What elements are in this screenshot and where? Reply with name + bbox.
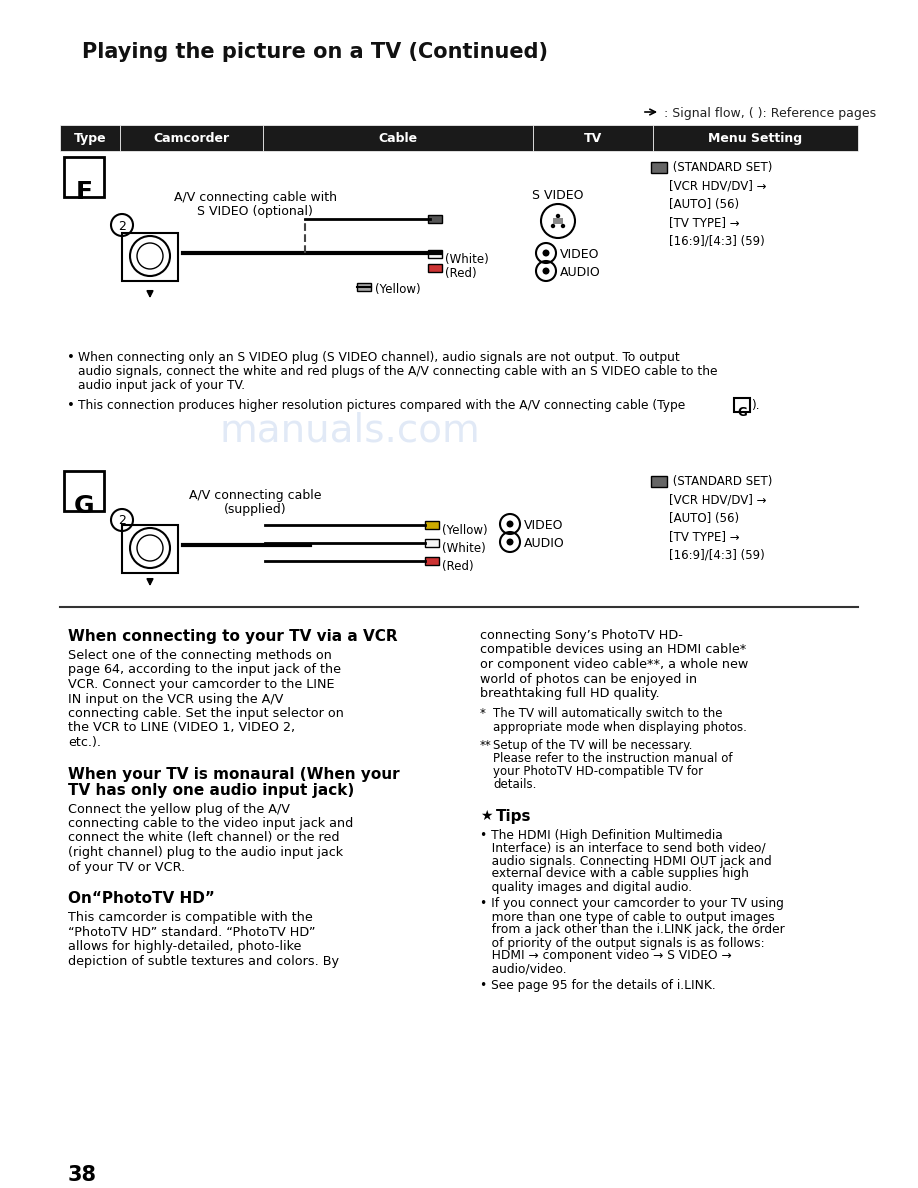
Text: from a jack other than the i.LINK jack, the order: from a jack other than the i.LINK jack, … xyxy=(480,923,785,936)
Text: : Signal flow, ( ): Reference pages: : Signal flow, ( ): Reference pages xyxy=(664,107,876,120)
Text: compatible devices using an HDMI cable*: compatible devices using an HDMI cable* xyxy=(480,644,746,657)
Text: This connection produces higher resolution pictures compared with the A/V connec: This connection produces higher resoluti… xyxy=(78,399,689,412)
Text: • See page 95 for the details of i.LINK.: • See page 95 for the details of i.LINK. xyxy=(480,979,716,992)
Text: Type: Type xyxy=(73,132,106,145)
Bar xyxy=(428,215,442,223)
Text: AUDIO: AUDIO xyxy=(560,266,600,279)
Text: The TV will automatically switch to the: The TV will automatically switch to the xyxy=(493,708,722,720)
Text: (right channel) plug to the audio input jack: (right channel) plug to the audio input … xyxy=(68,846,343,859)
Text: • If you connect your camcorder to your TV using: • If you connect your camcorder to your … xyxy=(480,897,784,910)
Text: • The HDMI (High Definition Multimedia: • The HDMI (High Definition Multimedia xyxy=(480,828,722,841)
FancyBboxPatch shape xyxy=(64,157,104,197)
Text: external device with a cable supplies high: external device with a cable supplies hi… xyxy=(480,867,749,880)
Text: On“PhotoTV HD”: On“PhotoTV HD” xyxy=(68,891,215,906)
Text: VIDEO: VIDEO xyxy=(560,248,599,261)
Text: Playing the picture on a TV (Continued): Playing the picture on a TV (Continued) xyxy=(82,42,548,62)
Text: Please refer to the instruction manual of: Please refer to the instruction manual o… xyxy=(493,752,733,765)
Bar xyxy=(553,219,563,225)
Bar xyxy=(357,283,371,291)
Circle shape xyxy=(543,267,550,274)
Text: of your TV or VCR.: of your TV or VCR. xyxy=(68,860,185,873)
Text: details.: details. xyxy=(493,777,536,790)
Text: connect the white (left channel) or the red: connect the white (left channel) or the … xyxy=(68,832,340,845)
Text: audio input jack of your TV.: audio input jack of your TV. xyxy=(78,379,245,392)
Text: TV has only one audio input jack): TV has only one audio input jack) xyxy=(68,783,354,797)
Text: A/V connecting cable with: A/V connecting cable with xyxy=(174,191,337,204)
Text: When connecting only an S VIDEO plug (S VIDEO channel), audio signals are not ou: When connecting only an S VIDEO plug (S … xyxy=(78,350,679,364)
Text: *: * xyxy=(480,708,486,720)
Text: G: G xyxy=(737,406,747,419)
Text: Interface) is an interface to send both video/: Interface) is an interface to send both … xyxy=(480,841,766,854)
Text: (supplied): (supplied) xyxy=(224,503,286,516)
Text: allows for highly-detailed, photo-like: allows for highly-detailed, photo-like xyxy=(68,940,301,953)
Text: (STANDARD SET)
[VCR HDV/DV] →
[AUTO] (56)
[TV TYPE] →
[16:9]/[4:3] (59): (STANDARD SET) [VCR HDV/DV] → [AUTO] (56… xyxy=(669,475,772,562)
Bar xyxy=(428,264,442,272)
Text: Select one of the connecting methods on: Select one of the connecting methods on xyxy=(68,649,332,662)
Text: A/V connecting cable: A/V connecting cable xyxy=(189,489,321,503)
Bar xyxy=(263,125,533,151)
Bar xyxy=(533,125,653,151)
Bar xyxy=(651,162,667,173)
Text: When connecting to your TV via a VCR: When connecting to your TV via a VCR xyxy=(68,628,397,644)
Text: of priority of the output signals is as follows:: of priority of the output signals is as … xyxy=(480,936,765,949)
Bar xyxy=(425,557,439,565)
Text: Tips: Tips xyxy=(496,809,532,823)
Text: breathtaking full HD quality.: breathtaking full HD quality. xyxy=(480,687,660,700)
Text: (White): (White) xyxy=(442,542,486,555)
Text: S VIDEO (optional): S VIDEO (optional) xyxy=(197,206,313,219)
Text: TV: TV xyxy=(584,132,602,145)
Text: more than one type of cable to output images: more than one type of cable to output im… xyxy=(480,910,775,923)
Bar xyxy=(122,525,178,573)
Text: F: F xyxy=(75,181,93,204)
Text: VCR. Connect your camcorder to the LINE: VCR. Connect your camcorder to the LINE xyxy=(68,678,334,691)
Text: AUDIO: AUDIO xyxy=(524,537,565,550)
Bar xyxy=(120,125,263,151)
Text: 2: 2 xyxy=(118,220,126,233)
Text: When your TV is monaural (When your: When your TV is monaural (When your xyxy=(68,766,399,782)
Text: audio signals. Connecting HDMI OUT jack and: audio signals. Connecting HDMI OUT jack … xyxy=(480,854,772,867)
Bar xyxy=(425,522,439,529)
Text: “PhotoTV HD” standard. “PhotoTV HD”: “PhotoTV HD” standard. “PhotoTV HD” xyxy=(68,925,316,939)
Text: Camcorder: Camcorder xyxy=(153,132,230,145)
Text: Cable: Cable xyxy=(378,132,418,145)
Bar xyxy=(425,539,439,546)
Text: 2: 2 xyxy=(118,514,126,527)
Text: (White): (White) xyxy=(445,253,488,266)
Text: Connect the yellow plug of the A/V: Connect the yellow plug of the A/V xyxy=(68,803,290,815)
FancyBboxPatch shape xyxy=(64,470,104,511)
Text: Menu Setting: Menu Setting xyxy=(709,132,802,145)
Text: depiction of subtle textures and colors. By: depiction of subtle textures and colors.… xyxy=(68,954,339,967)
Text: VIDEO: VIDEO xyxy=(524,519,564,532)
Text: connecting cable. Set the input selector on: connecting cable. Set the input selector… xyxy=(68,707,344,720)
Bar xyxy=(653,125,858,151)
Text: 38: 38 xyxy=(68,1165,97,1184)
Text: •: • xyxy=(67,350,75,364)
Text: This camcorder is compatible with the: This camcorder is compatible with the xyxy=(68,911,313,924)
Text: your PhotoTV HD-compatible TV for: your PhotoTV HD-compatible TV for xyxy=(493,765,703,777)
Circle shape xyxy=(543,249,550,257)
Circle shape xyxy=(551,223,555,228)
Circle shape xyxy=(507,538,513,545)
Text: appropriate mode when displaying photos.: appropriate mode when displaying photos. xyxy=(493,721,747,734)
Text: quality images and digital audio.: quality images and digital audio. xyxy=(480,880,692,893)
FancyBboxPatch shape xyxy=(734,398,750,412)
Bar xyxy=(428,249,442,258)
Text: audio signals, connect the white and red plugs of the A/V connecting cable with : audio signals, connect the white and red… xyxy=(78,365,718,378)
Text: connecting cable to the video input jack and: connecting cable to the video input jack… xyxy=(68,817,353,830)
Text: (STANDARD SET)
[VCR HDV/DV] →
[AUTO] (56)
[TV TYPE] →
[16:9]/[4:3] (59): (STANDARD SET) [VCR HDV/DV] → [AUTO] (56… xyxy=(669,162,772,248)
Text: (Yellow): (Yellow) xyxy=(442,524,487,537)
Text: world of photos can be enjoyed in: world of photos can be enjoyed in xyxy=(480,672,697,685)
Text: (Red): (Red) xyxy=(442,560,474,573)
Circle shape xyxy=(561,223,565,228)
Text: (Red): (Red) xyxy=(445,267,476,280)
Text: **: ** xyxy=(480,739,492,752)
Bar xyxy=(60,125,120,151)
Circle shape xyxy=(507,520,513,527)
Text: Setup of the TV will be necessary.: Setup of the TV will be necessary. xyxy=(493,739,692,752)
Text: ).: ). xyxy=(751,399,759,412)
Text: audio/video.: audio/video. xyxy=(480,962,566,975)
Text: G: G xyxy=(73,494,95,518)
Circle shape xyxy=(555,214,560,219)
Text: HDMI → component video → S VIDEO →: HDMI → component video → S VIDEO → xyxy=(480,949,732,962)
Text: manuals.com: manuals.com xyxy=(219,411,480,449)
